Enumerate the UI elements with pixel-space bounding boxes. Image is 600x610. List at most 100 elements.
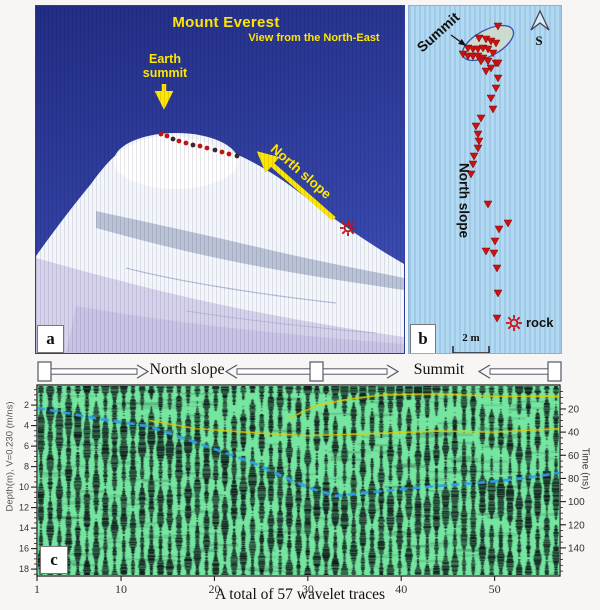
survey-point-triangle	[488, 49, 498, 58]
survey-point-triangle	[483, 57, 493, 66]
tick-label: 120	[568, 520, 585, 531]
survey-point-triangle	[476, 57, 486, 66]
survey-point-triangle	[491, 84, 501, 93]
zone-label-north-slope: North slope	[149, 361, 225, 378]
tick-label: 8	[24, 462, 29, 472]
rock-star-marker-b	[505, 314, 523, 332]
panel-a-photo: Mount Everest View from the North-East E…	[35, 5, 405, 354]
depth-axis-title: Depth(m), V=0.230 (m/ns)	[4, 401, 16, 512]
tick-label: 50	[489, 582, 501, 596]
tick-label: 30	[302, 582, 314, 596]
rock-label: rock	[526, 315, 554, 330]
rock-band	[96, 211, 404, 290]
zone-label-summit: Summit	[413, 361, 465, 378]
tick-label: 2	[24, 400, 29, 410]
zone-bar-right-post	[547, 361, 562, 382]
arrow-shaft	[50, 368, 138, 375]
tick-label: 80	[568, 474, 580, 485]
climber-dot	[219, 149, 225, 155]
survey-point-markers	[458, 22, 513, 323]
climber-dot	[197, 143, 203, 149]
survey-point-triangle	[486, 94, 496, 103]
arrow-shaft	[236, 368, 311, 375]
north-slope-label-b: North slope	[456, 162, 472, 238]
climber-dot	[204, 145, 210, 151]
survey-point-triangle	[476, 114, 486, 123]
tick-label: 16	[19, 544, 29, 554]
survey-point-triangle	[492, 314, 502, 323]
photo-subtitle: View from the North-East	[248, 32, 380, 44]
tick-label: 20	[208, 582, 220, 596]
everest-photo-graphic	[36, 6, 404, 353]
survey-point-triangle	[503, 219, 513, 228]
zone-bar-left-post	[37, 361, 52, 382]
survey-point-triangle	[488, 105, 498, 114]
time-axis-title: Time (ns)	[579, 447, 591, 490]
compass-north-arrow-icon	[530, 9, 550, 31]
climber-dot	[158, 131, 164, 137]
panel-b-map: Summit North slope S 2 m rock b	[408, 5, 562, 354]
survey-point-triangle	[493, 74, 503, 83]
arrow-shaft	[489, 368, 549, 375]
tick-label: 14	[19, 523, 29, 533]
climbers	[158, 131, 240, 159]
scale-bar	[452, 346, 490, 353]
tick-label: 12	[19, 503, 29, 513]
survey-map-graphic	[450, 9, 550, 353]
survey-point-triangle	[471, 122, 481, 131]
arrowhead-right-icon	[386, 364, 400, 379]
climber-dot	[190, 142, 196, 148]
tick-label: 18	[19, 564, 29, 574]
survey-point-triangle	[474, 34, 484, 43]
arrowhead-left-icon	[224, 364, 238, 379]
tick-label: 140	[568, 543, 585, 554]
earth-summit-label: Earth summit	[142, 52, 188, 80]
zone-bar	[37, 361, 562, 382]
survey-point-triangle	[493, 289, 503, 298]
panel-b-letter: b	[410, 324, 436, 353]
survey-point-triangle	[491, 39, 501, 48]
tick-label: 10	[19, 482, 29, 492]
foreground-shadow	[66, 306, 404, 353]
axis-ticks: 2 4 6 8 10 12 14 16 18 20 40 60 80 100 120 140 1 10 20 30 40…	[19, 389, 585, 596]
survey-point-triangle	[490, 237, 500, 246]
survey-point-triangle	[474, 137, 484, 146]
tick-label: 6	[24, 441, 29, 451]
survey-point-triangle	[481, 67, 491, 76]
survey-point-triangle	[473, 45, 483, 54]
climber-dot	[234, 153, 240, 159]
compass-south-label: S	[535, 33, 543, 48]
survey-point-triangle	[489, 249, 499, 258]
survey-point-triangle	[466, 170, 476, 179]
survey-point-triangle	[483, 200, 493, 209]
climber-dot	[226, 151, 232, 157]
survey-point-triangle	[494, 225, 504, 234]
zone-bar-mid-post	[309, 361, 324, 382]
tick-label: 20	[568, 404, 580, 415]
arrowhead-left-icon	[477, 364, 491, 379]
arrow-shaft	[322, 368, 388, 375]
tick-label: 40	[568, 428, 580, 439]
panel-c-letter: c	[40, 546, 68, 574]
tick-label: 100	[568, 497, 585, 508]
climber-dot	[176, 138, 182, 144]
radargram-axes: 2 4 6 8 10 12 14 16 18 20 40 60 80 100 120 140 1 10 20 30 40…	[19, 361, 585, 596]
survey-point-triangle	[468, 160, 478, 169]
survey-point-triangle	[493, 59, 503, 68]
tick-label: 4	[24, 421, 29, 431]
survey-point-triangle	[473, 130, 483, 139]
survey-point-triangle	[481, 247, 491, 256]
north-slope-arrow-icon	[256, 151, 336, 221]
climber-dot	[183, 140, 189, 146]
summit-pointer-arrow-icon	[450, 34, 467, 46]
wiggle-trace-canvas	[38, 386, 559, 575]
tick-label: 60	[568, 451, 580, 462]
survey-point-triangle	[493, 22, 503, 31]
tick-label: 1	[34, 582, 40, 596]
survey-point-triangle	[492, 264, 502, 273]
climber-dot	[164, 133, 170, 139]
summit-dome-highlight	[114, 133, 238, 189]
plot-border	[36, 384, 561, 577]
arrowhead-right-icon	[136, 364, 150, 379]
scale-bar-label: 2 m	[462, 332, 480, 344]
